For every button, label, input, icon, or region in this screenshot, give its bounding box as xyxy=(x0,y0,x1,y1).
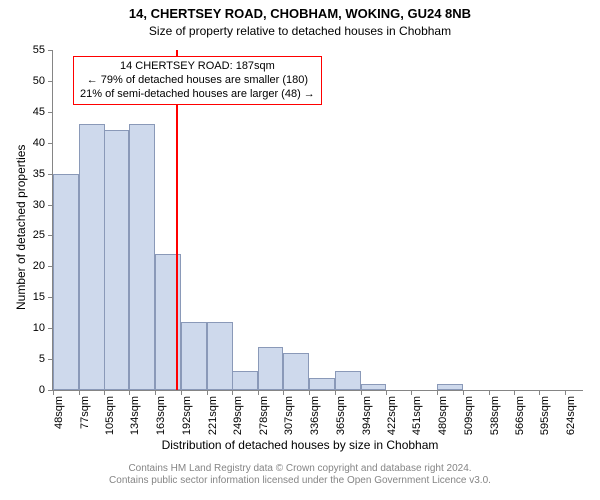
x-tick-mark xyxy=(386,390,387,395)
y-tick-mark xyxy=(48,143,53,144)
x-tick-mark xyxy=(53,390,54,395)
y-tick-mark xyxy=(48,81,53,82)
y-axis-label: Number of detached properties xyxy=(14,145,28,310)
x-tick-label: 105sqm xyxy=(104,396,116,435)
x-tick-mark xyxy=(104,390,105,395)
x-tick-label: 134sqm xyxy=(129,396,141,435)
y-tick-label: 25 xyxy=(33,229,45,241)
y-tick-label: 20 xyxy=(33,260,45,272)
x-tick-mark xyxy=(232,390,233,395)
histogram-bar xyxy=(361,384,387,390)
y-tick-label: 50 xyxy=(33,75,45,87)
histogram-bar xyxy=(181,322,207,390)
chart-container: { "chart": { "type": "histogram", "title… xyxy=(0,0,600,500)
chart-title-line1: 14, CHERTSEY ROAD, CHOBHAM, WOKING, GU24… xyxy=(0,6,600,21)
histogram-bar xyxy=(258,347,284,390)
x-tick-mark xyxy=(207,390,208,395)
x-tick-label: 278sqm xyxy=(258,396,270,435)
y-tick-mark xyxy=(48,112,53,113)
footer-line-2: Contains public sector information licen… xyxy=(0,475,600,487)
histogram-bar xyxy=(79,124,105,390)
x-tick-mark xyxy=(129,390,130,395)
annotation-box: 14 CHERTSEY ROAD: 187sqm ← 79% of detach… xyxy=(73,56,322,105)
x-tick-label: 509sqm xyxy=(463,396,475,435)
y-tick-label: 10 xyxy=(33,322,45,334)
x-tick-label: 249sqm xyxy=(232,396,244,435)
x-tick-label: 77sqm xyxy=(79,396,91,429)
histogram-bar xyxy=(309,378,335,390)
x-tick-label: 48sqm xyxy=(53,396,65,429)
x-tick-label: 394sqm xyxy=(361,396,373,435)
x-tick-mark xyxy=(155,390,156,395)
x-tick-label: 307sqm xyxy=(283,396,295,435)
y-tick-label: 0 xyxy=(39,384,45,396)
x-tick-mark xyxy=(361,390,362,395)
histogram-bar xyxy=(437,384,463,390)
x-tick-mark xyxy=(309,390,310,395)
y-tick-label: 30 xyxy=(33,199,45,211)
x-tick-label: 480sqm xyxy=(437,396,449,435)
x-tick-label: 365sqm xyxy=(335,396,347,435)
histogram-bar xyxy=(53,174,79,390)
x-tick-mark xyxy=(489,390,490,395)
x-tick-label: 422sqm xyxy=(386,396,398,435)
y-tick-label: 40 xyxy=(33,137,45,149)
annotation-line-2: ← 79% of detached houses are smaller (18… xyxy=(80,74,315,88)
x-tick-label: 451sqm xyxy=(411,396,423,435)
x-tick-label: 595sqm xyxy=(539,396,551,435)
x-tick-mark xyxy=(539,390,540,395)
x-tick-mark xyxy=(565,390,566,395)
x-tick-mark xyxy=(411,390,412,395)
annotation-line-1: 14 CHERTSEY ROAD: 187sqm xyxy=(80,60,315,74)
x-tick-label: 538sqm xyxy=(489,396,501,435)
x-tick-label: 163sqm xyxy=(155,396,167,435)
x-axis-label: Distribution of detached houses by size … xyxy=(0,438,600,452)
y-tick-label: 35 xyxy=(33,168,45,180)
histogram-bar xyxy=(232,371,258,390)
x-tick-label: 624sqm xyxy=(565,396,577,435)
x-tick-mark xyxy=(514,390,515,395)
x-tick-mark xyxy=(181,390,182,395)
chart-title-line2: Size of property relative to detached ho… xyxy=(0,24,600,38)
x-tick-mark xyxy=(335,390,336,395)
histogram-bar xyxy=(207,322,233,390)
annotation-line-3: 21% of semi-detached houses are larger (… xyxy=(80,88,315,102)
footer-attribution: Contains HM Land Registry data © Crown c… xyxy=(0,463,600,487)
histogram-bar xyxy=(104,130,130,390)
y-tick-mark xyxy=(48,50,53,51)
histogram-bar xyxy=(335,371,361,390)
histogram-bar xyxy=(283,353,309,390)
x-tick-label: 566sqm xyxy=(514,396,526,435)
y-tick-label: 55 xyxy=(33,44,45,56)
y-tick-label: 5 xyxy=(39,353,45,365)
x-tick-label: 221sqm xyxy=(207,396,219,435)
histogram-bar xyxy=(129,124,155,390)
x-tick-mark xyxy=(437,390,438,395)
x-tick-mark xyxy=(79,390,80,395)
x-tick-label: 336sqm xyxy=(309,396,321,435)
y-tick-label: 15 xyxy=(33,291,45,303)
x-tick-mark xyxy=(283,390,284,395)
x-tick-label: 192sqm xyxy=(181,396,193,435)
x-tick-mark xyxy=(258,390,259,395)
footer-line-1: Contains HM Land Registry data © Crown c… xyxy=(0,463,600,475)
y-tick-label: 45 xyxy=(33,106,45,118)
x-tick-mark xyxy=(463,390,464,395)
